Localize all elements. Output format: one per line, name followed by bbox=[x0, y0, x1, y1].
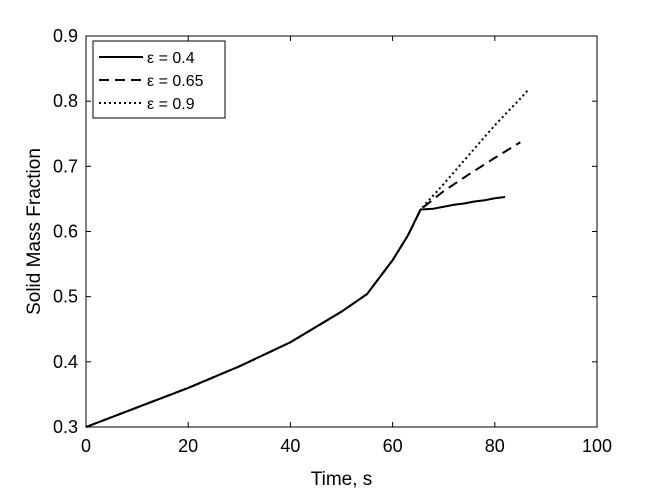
x-tick-label: 60 bbox=[383, 436, 403, 456]
legend: ε = 0.4 ε = 0.65 ε = 0.9 bbox=[92, 40, 226, 119]
y-tick-label: 0.4 bbox=[53, 352, 78, 372]
x-tick-label: 40 bbox=[280, 436, 300, 456]
y-tick-label: 0.5 bbox=[53, 287, 78, 307]
y-axis-label: Solid Mass Fraction bbox=[24, 148, 45, 315]
ticks-layer: 0 20 40 60 80 100 0.3 0.4 0.5 0.6 0.7 0.8 0.9 bbox=[53, 26, 612, 456]
y-tick-label: 0.3 bbox=[53, 417, 78, 437]
legend-label-2: ε = 0.65 bbox=[147, 73, 204, 90]
y-tick-label: 0.6 bbox=[53, 222, 78, 242]
legend-label-3: ε = 0.9 bbox=[147, 96, 195, 113]
series-line-1 bbox=[85, 195, 506, 428]
x-tick-label: 0 bbox=[81, 436, 91, 456]
y-tick-label: 0.7 bbox=[53, 156, 78, 176]
legend-label-1: ε = 0.4 bbox=[147, 50, 195, 67]
x-tick-label: 100 bbox=[582, 436, 612, 456]
y-tick-label: 0.9 bbox=[53, 26, 78, 46]
x-tick-label: 20 bbox=[178, 436, 198, 456]
series-layer bbox=[85, 89, 529, 428]
series-line-3 bbox=[85, 89, 529, 428]
y-tick-label: 0.8 bbox=[53, 91, 78, 111]
x-axis-label: Time, s bbox=[311, 469, 373, 490]
x-tick-label: 80 bbox=[485, 436, 505, 456]
